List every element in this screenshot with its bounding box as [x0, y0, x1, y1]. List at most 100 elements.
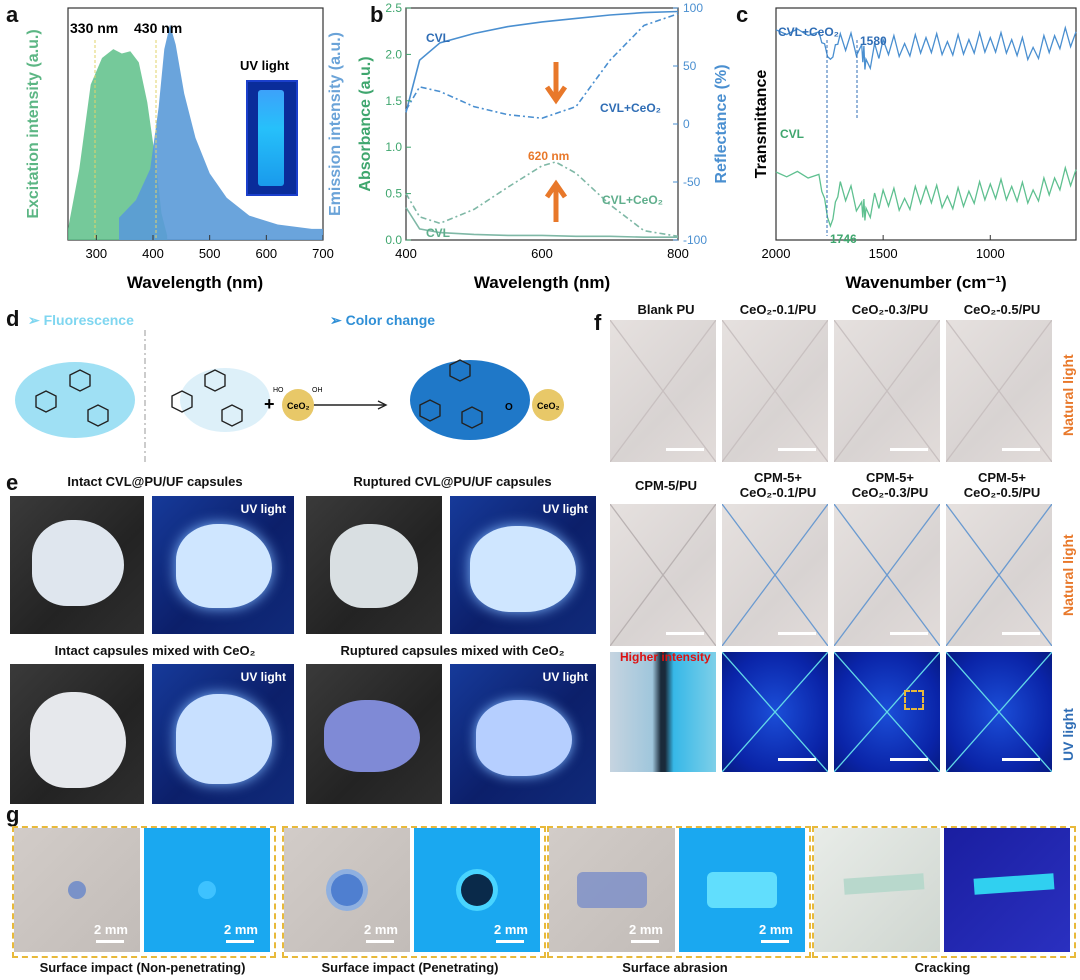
f-side-1: Natural light: [1060, 354, 1076, 436]
e-photo-1: [10, 496, 144, 634]
a-xtick-label: 300: [85, 246, 107, 261]
e-photo-2: UV light: [152, 496, 294, 634]
g-cap-2: Surface abrasion: [622, 960, 728, 975]
f-sample-r1-c3: [946, 504, 1052, 646]
panel-a-label: a: [6, 2, 19, 27]
g-scalebar: [631, 940, 659, 943]
g-scalebar: [96, 940, 124, 943]
b-y2tick-label: 0: [683, 117, 690, 131]
e-cap1: Intact CVL@PU/UF capsules: [67, 474, 243, 489]
b-series-1: [405, 13, 679, 120]
f-scalebar: [778, 758, 816, 761]
c-mark2: 1746: [830, 232, 857, 246]
e-cap2: Ruptured CVL@PU/UF capsules: [353, 474, 552, 489]
d-o: O: [505, 402, 513, 413]
g-group-0: [12, 826, 276, 958]
g-group-3: [812, 826, 1076, 958]
c-series-0: [775, 25, 1077, 71]
f-sample-r2-c0: [610, 652, 716, 772]
g-cap-1: Surface impact (Penetrating): [321, 960, 499, 975]
b-xtick-label: 800: [667, 246, 689, 261]
g-cap-0: Surface impact (Non-penetrating): [39, 960, 246, 975]
f-r1-0: Blank PU: [637, 302, 695, 317]
f-scalebar: [890, 758, 928, 761]
b-cvl-bot: CVL: [426, 226, 450, 240]
f-r2-2: CPM-5+ CeO₂-0.3/PU: [851, 470, 929, 500]
f-side-2: Natural light: [1060, 534, 1076, 616]
a-xtick-label: 500: [199, 246, 221, 261]
c-xtick-label: 1500: [869, 246, 898, 261]
panel-d-label: d: [6, 306, 20, 331]
b-ytick-label: 2.0: [385, 47, 402, 61]
g-photo-2-1: 2 mm: [679, 828, 805, 952]
d-left-title: ➢ Fluorescence: [28, 312, 134, 328]
g-scale-text: 2 mm: [364, 922, 398, 937]
e-uv-3: UV light: [240, 670, 286, 684]
a-xtick-label: 700: [312, 246, 334, 261]
d-plus: +: [264, 394, 275, 414]
g-photo-1-1: 2 mm: [414, 828, 540, 952]
g-group-2: [547, 826, 811, 958]
f-scalebar: [666, 448, 704, 451]
f-r2-1: CPM-5+ CeO₂-0.1/PU: [739, 470, 817, 500]
f-sample-r0-c3: [946, 320, 1052, 462]
f-sample-r1-c2: [834, 504, 940, 646]
d-ceo2-a: CeO₂: [287, 401, 310, 411]
f-r2-3: CPM-5+ CeO₂-0.5/PU: [963, 470, 1041, 500]
b-xtick-label: 600: [531, 246, 553, 261]
c-trace-top: CVL+CeO₂: [778, 25, 839, 39]
b-cvlceo2-top: CVL+CeO₂: [600, 101, 661, 115]
a-series-1: [119, 24, 323, 241]
g-scale-text: 2 mm: [94, 922, 128, 937]
a-xtick-label: 400: [142, 246, 164, 261]
f-scalebar: [890, 448, 928, 451]
e-photo-3: [306, 496, 442, 634]
f-scalebar: [778, 448, 816, 451]
f-scalebar: [666, 632, 704, 635]
f-sample-r2-c2: [834, 652, 940, 772]
panel-b-label: b: [370, 2, 384, 27]
a-peak1: 330 nm: [70, 20, 118, 36]
d-right-title: ➢ Color change: [330, 312, 436, 328]
a-uv: UV light: [240, 58, 290, 73]
b-ylabel-right: Reflectance (%): [713, 64, 730, 183]
chart-c: CVL+CeO₂ CVL 1580 1746 2000 1500 1000 Wave…: [753, 7, 1077, 292]
f-sample-r1-c1: [722, 504, 828, 646]
g-photo-2-0: 2 mm: [549, 828, 675, 952]
b-ytick-label: 2.5: [385, 1, 402, 15]
panel-g-label: g: [6, 802, 20, 827]
f-higher: Higher intensity: [620, 650, 711, 664]
g-photo-1-0: 2 mm: [284, 828, 410, 952]
b-ytick-label: 1.0: [385, 140, 402, 154]
a-xtick-label: 600: [255, 246, 277, 261]
g-scale-text: 2 mm: [759, 922, 793, 937]
e-photo-7: [306, 664, 442, 804]
d-ho: HO: [273, 387, 284, 394]
e-uv-2: UV light: [542, 502, 588, 516]
g-scalebar: [366, 940, 394, 943]
b-620: 620 nm: [528, 149, 569, 163]
b-xtick-label: 400: [395, 246, 417, 261]
e-photo-8: UV light: [450, 664, 596, 804]
c-xlabel: Wavenumber (cm⁻¹): [845, 273, 1006, 292]
f-scalebar: [1002, 448, 1040, 451]
panel-f-label: f: [594, 310, 602, 335]
g-scalebar: [496, 940, 524, 943]
g-scalebar: [761, 940, 789, 943]
b-cvl-top: CVL: [426, 31, 450, 45]
g-cap-3: Cracking: [914, 960, 971, 975]
d-oh: OH: [312, 387, 323, 394]
g-scale-text: 2 mm: [224, 922, 258, 937]
f-sample-r0-c2: [834, 320, 940, 462]
e-photo-4: UV light: [450, 496, 596, 634]
e-cap4: Ruptured capsules mixed with CeO₂: [340, 643, 565, 658]
c-xtick-label: 2000: [762, 246, 791, 261]
a-uv-cuvette: [246, 80, 298, 196]
f-scalebar: [778, 632, 816, 635]
f-zoom-box: [904, 690, 924, 710]
panel-c-label: c: [736, 2, 749, 27]
d-scheme: + CeO₂ CeO₂ HO OH O: [15, 330, 564, 465]
chart-a: 330 nm 430 nm UV light 300 400 500 600 700 W…: [25, 7, 344, 292]
e-photo-6: UV light: [152, 664, 294, 804]
b-cvlceo2-bot: CVL+CeO₂: [602, 193, 663, 207]
